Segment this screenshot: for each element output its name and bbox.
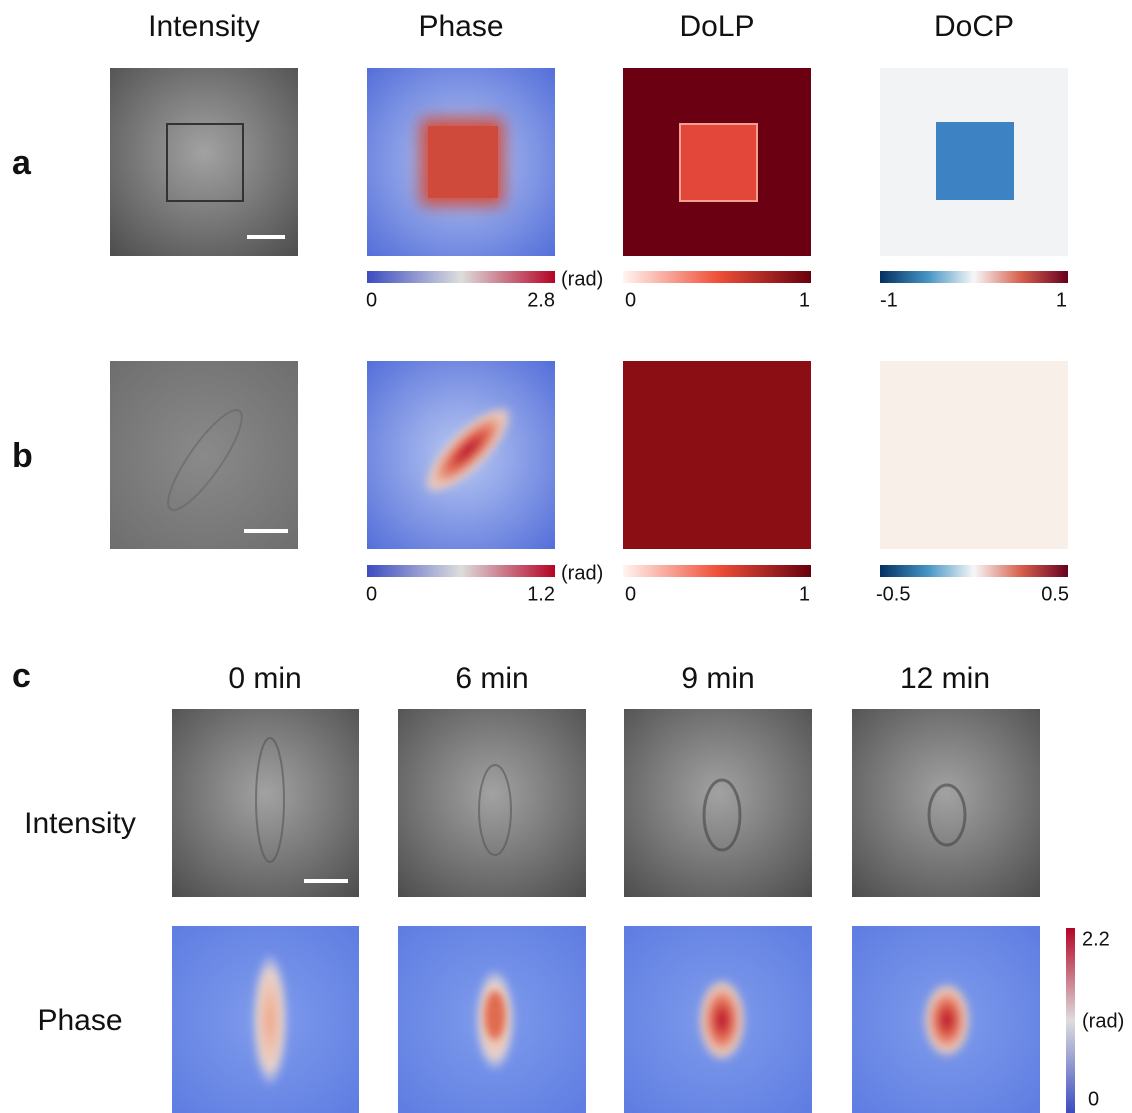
- colorbar: 0 1: [623, 565, 811, 605]
- colorbar: 2.2 (rad) 0: [1066, 928, 1124, 1113]
- image: [367, 68, 555, 256]
- column-title: Phase: [418, 10, 503, 43]
- colorbar-label: 1: [799, 289, 810, 311]
- image: [880, 361, 1068, 549]
- image: [624, 926, 812, 1113]
- colorbar-label: 1: [1056, 289, 1067, 311]
- colorbar-label: 0: [625, 583, 636, 605]
- image: [852, 926, 1040, 1113]
- image: [172, 709, 359, 897]
- colorbar-label: 0: [1088, 1088, 1099, 1110]
- colorbar: 0 1: [623, 271, 811, 311]
- colorbar-unit: (rad): [1082, 1010, 1124, 1032]
- image: [623, 68, 811, 256]
- time-label: 9 min: [681, 662, 754, 695]
- colorbar-unit: (rad): [561, 268, 603, 290]
- colorbar-label: 0: [366, 289, 377, 311]
- panel-label: b: [12, 437, 33, 475]
- colorbar-label: 1: [799, 583, 810, 605]
- colorbar-label: 2.8: [527, 289, 555, 311]
- image: [367, 361, 555, 549]
- image: [110, 361, 298, 549]
- image: [623, 361, 811, 549]
- panel-label: a: [12, 144, 32, 182]
- image: [398, 709, 586, 897]
- image: [880, 68, 1068, 256]
- colorbar-label: 0.5: [1041, 583, 1069, 605]
- image: [624, 709, 812, 897]
- image: [110, 68, 298, 256]
- colorbar-unit: (rad): [561, 562, 603, 584]
- time-label: 6 min: [455, 662, 528, 695]
- image: [398, 926, 586, 1113]
- colorbar: 0 2.8 (rad): [366, 268, 603, 311]
- column-title: Intensity: [148, 10, 260, 43]
- column-title: DoCP: [934, 10, 1014, 43]
- figure: Intensity Phase DoLP DoCP a 0 2.8 (rad) …: [0, 0, 1132, 1113]
- colorbar-label: -0.5: [876, 583, 910, 605]
- row-label: Phase: [37, 1004, 122, 1037]
- column-title: DoLP: [679, 10, 754, 43]
- colorbar-label: 0: [366, 583, 377, 605]
- colorbar-label: 2.2: [1082, 928, 1110, 950]
- colorbar-label: 1.2: [527, 583, 555, 605]
- panel-label: c: [12, 657, 31, 695]
- colorbar-label: 0: [625, 289, 636, 311]
- image: [852, 709, 1040, 897]
- colorbar: -1 1: [880, 271, 1068, 311]
- image: [172, 926, 359, 1113]
- row-label: Intensity: [24, 807, 136, 840]
- time-label: 0 min: [228, 662, 301, 695]
- colorbar-label: -1: [880, 289, 898, 311]
- colorbar: 0 1.2 (rad): [366, 562, 603, 605]
- colorbar: -0.5 0.5: [876, 565, 1069, 605]
- time-label: 12 min: [900, 662, 990, 695]
